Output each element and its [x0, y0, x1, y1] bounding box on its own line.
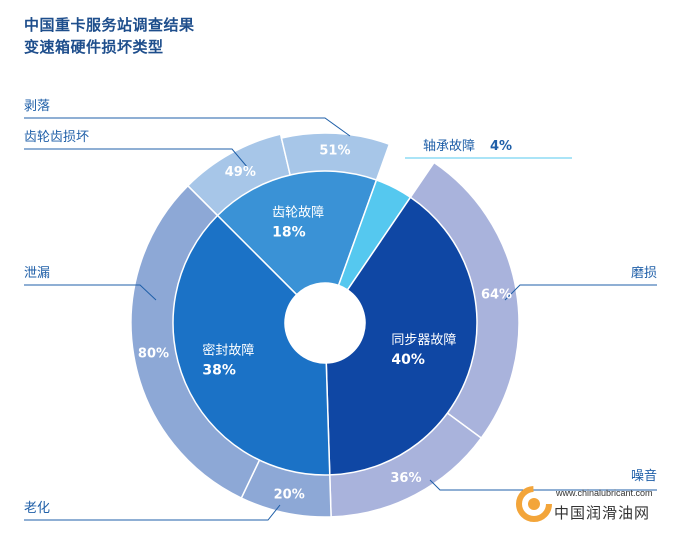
outer-pct-5: 20%: [274, 487, 305, 502]
inner-label-pct-3: 40%: [391, 352, 425, 368]
outer-pct-4: 36%: [390, 471, 421, 486]
chart-subtitle: 变速箱硬件损坏类型: [24, 38, 164, 56]
callout-line-1: [24, 148, 249, 169]
lubricant-logo-icon: [516, 486, 552, 522]
outer-pct-3: 64%: [481, 288, 512, 303]
callout-line-2: [24, 117, 351, 137]
inner-label-pct-4: 38%: [202, 363, 236, 379]
outer-label-name-3: 磨损: [631, 266, 657, 281]
outer-label-name-6: 泄漏: [24, 265, 50, 281]
outer-label-name-5: 老化: [24, 501, 50, 516]
inner-label-pct-2: 4%: [490, 139, 512, 154]
center-hole: [285, 283, 365, 363]
chart-title: 中国重卡服务站调查结果: [24, 16, 195, 34]
outer-pct-2: 51%: [319, 143, 350, 158]
outer-label-name-1: 齿轮齿损坏: [24, 130, 89, 145]
callout-line-6: [24, 284, 157, 301]
callout-line-4: [429, 479, 657, 491]
inner-label-pct-1: 18%: [272, 225, 306, 241]
watermark-logo: www.chinalubricant.com 中国润滑油网: [516, 480, 676, 530]
inner-label-name-4: 密封故障: [202, 343, 254, 359]
outer-pct-1: 49%: [225, 165, 256, 180]
callout-line-3: [504, 284, 657, 301]
inner-label-name-2: 轴承故障: [423, 139, 475, 154]
outer-pct-6: 80%: [138, 346, 169, 361]
title-block: 中国重卡服务站调查结果 变速箱硬件损坏类型: [24, 14, 195, 58]
watermark-name: 中国润滑油网: [554, 504, 651, 522]
inner-label-name-3: 同步器故障: [391, 333, 456, 348]
watermark-url: www.chinalubricant.com: [556, 488, 653, 498]
chart-labels: 齿轮故障 18% 轴承故障 4% 同步器故障 40% 密封故障 38% 49% 51% 64% 36%…: [24, 99, 657, 516]
inner-label-name-1: 齿轮故障: [272, 206, 324, 221]
callout-lines: [24, 117, 657, 521]
callout-line-5: [24, 504, 281, 521]
outer-label-name-2: 剥落: [24, 99, 50, 114]
outer-label-name-4: 噪音: [631, 468, 657, 484]
